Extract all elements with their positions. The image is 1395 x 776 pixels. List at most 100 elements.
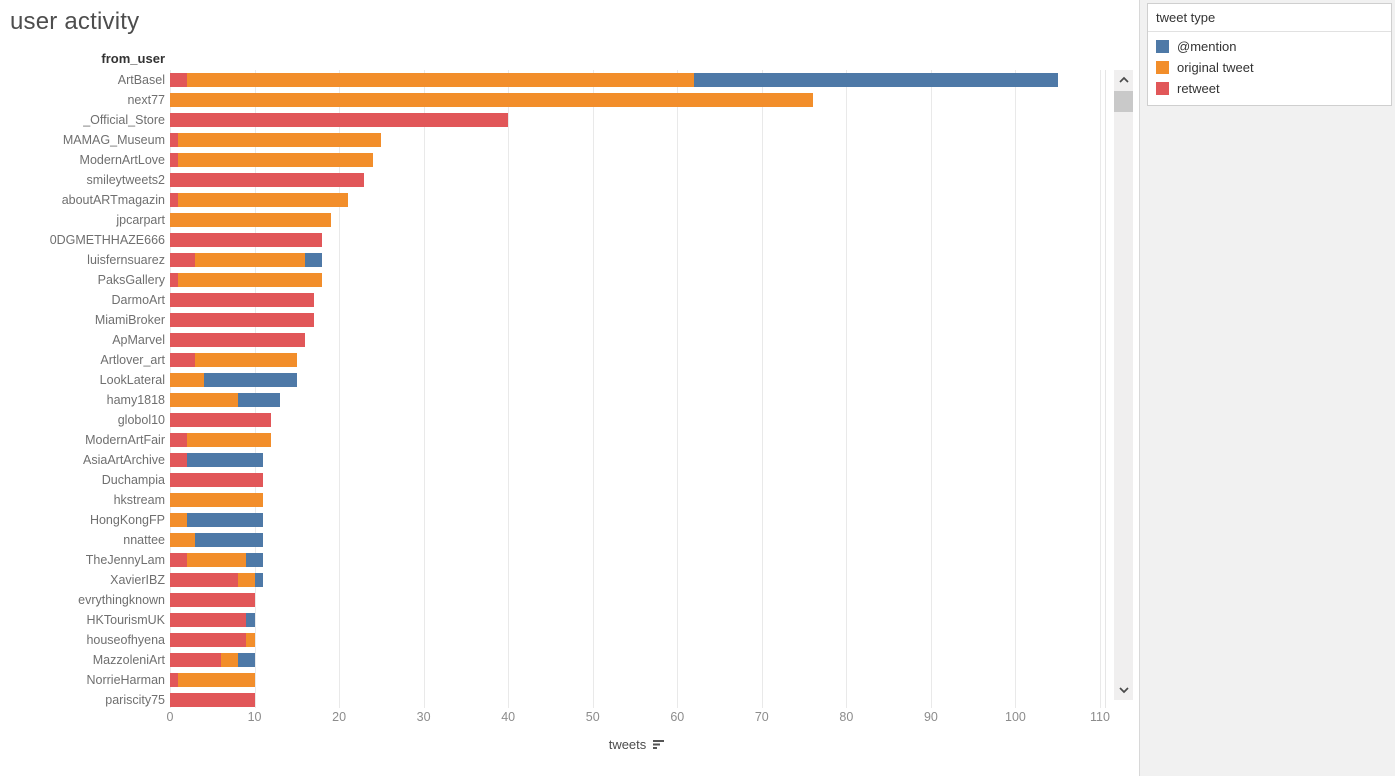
bar-segment-retweet[interactable] xyxy=(170,553,187,567)
row-label[interactable]: AsiaArtArchive xyxy=(83,453,165,467)
legend-item-retweet[interactable]: retweet xyxy=(1148,78,1391,99)
bar-segment-retweet[interactable] xyxy=(170,473,263,487)
scrollbar-thumb[interactable] xyxy=(1114,91,1133,112)
bar-segment-retweet[interactable] xyxy=(170,693,255,707)
bar-segment-original-tweet[interactable] xyxy=(186,553,247,567)
scroll-down-button[interactable] xyxy=(1114,680,1133,700)
row-label[interactable]: XavierIBZ xyxy=(110,573,165,587)
bar-segment-original-tweet[interactable] xyxy=(170,533,196,547)
bar-segment-retweet[interactable] xyxy=(170,193,179,207)
bar-segment-retweet[interactable] xyxy=(170,133,179,147)
bar-segment-retweet[interactable] xyxy=(170,453,187,467)
bar-segment-mention[interactable] xyxy=(195,533,263,547)
bar-segment-retweet[interactable] xyxy=(170,273,179,287)
row-label[interactable]: 0DGMETHHAZE666 xyxy=(49,233,165,247)
row-label[interactable]: hkstream xyxy=(113,493,165,507)
bar-segment-retweet[interactable] xyxy=(170,593,255,607)
bar-segment-original-tweet[interactable] xyxy=(170,393,238,407)
chevron-up-icon xyxy=(1118,76,1129,83)
bar-segment-original-tweet[interactable] xyxy=(195,353,297,367)
bar-segment-mention[interactable] xyxy=(246,613,255,627)
sort-descending-icon[interactable] xyxy=(653,739,666,750)
bar-segment-mention[interactable] xyxy=(246,553,263,567)
bar-segment-mention[interactable] xyxy=(237,653,255,667)
bar-segment-retweet[interactable] xyxy=(170,73,187,87)
row-label[interactable]: nnattee xyxy=(123,533,165,547)
bar-segment-original-tweet[interactable] xyxy=(178,153,373,167)
row-label[interactable]: Duchampia xyxy=(101,473,165,487)
bar-segment-retweet[interactable] xyxy=(170,573,238,587)
bar-segment-original-tweet[interactable] xyxy=(170,513,187,527)
bar-segment-original-tweet[interactable] xyxy=(178,673,255,687)
bar-row: nnattee xyxy=(0,530,1110,550)
row-label[interactable]: MiamiBroker xyxy=(94,313,165,327)
bar-segment-original-tweet[interactable] xyxy=(195,253,306,267)
bar-segment-retweet[interactable] xyxy=(170,153,179,167)
bar-segment-mention[interactable] xyxy=(694,73,1058,87)
bar-segment-original-tweet[interactable] xyxy=(178,193,348,207)
row-label[interactable]: evrythingknown xyxy=(78,593,165,607)
legend-item-original-tweet[interactable]: original tweet xyxy=(1148,57,1391,78)
bar-segment-original-tweet[interactable] xyxy=(178,133,382,147)
row-label[interactable]: pariscity75 xyxy=(105,693,165,707)
bar-segment-mention[interactable] xyxy=(186,513,263,527)
row-label[interactable]: Artlover_art xyxy=(100,353,165,367)
scroll-up-button[interactable] xyxy=(1114,70,1133,90)
row-label[interactable]: smileytweets2 xyxy=(86,173,166,187)
row-label[interactable]: next77 xyxy=(127,93,165,107)
bar-segment-retweet[interactable] xyxy=(170,233,323,247)
row-label[interactable]: TheJennyLam xyxy=(85,553,165,567)
row-label[interactable]: PaksGallery xyxy=(97,273,165,287)
bar-segment-retweet[interactable] xyxy=(170,313,314,327)
row-label[interactable]: hamy1818 xyxy=(106,393,165,407)
bar-segment-mention[interactable] xyxy=(203,373,297,387)
bar-segment-retweet[interactable] xyxy=(170,433,187,447)
row-label[interactable]: _Official_Store xyxy=(83,113,165,127)
row-label[interactable]: globol10 xyxy=(117,413,165,427)
bar-segment-original-tweet[interactable] xyxy=(186,433,272,447)
legend-item-mention[interactable]: @mention xyxy=(1148,36,1391,57)
bar-segment-retweet[interactable] xyxy=(170,173,365,187)
bar-segment-retweet[interactable] xyxy=(170,613,247,627)
bar-segment-retweet[interactable] xyxy=(170,633,247,647)
row-label[interactable]: DarmoArt xyxy=(111,293,165,307)
bar-segment-retweet[interactable] xyxy=(170,353,196,367)
row-label[interactable]: MAMAG_Museum xyxy=(62,133,165,147)
bar-segment-original-tweet[interactable] xyxy=(170,213,331,227)
bar-segment-retweet[interactable] xyxy=(170,253,196,267)
row-label[interactable]: houseofhyena xyxy=(86,633,165,647)
row-label[interactable]: NorrieHarman xyxy=(86,673,166,687)
row-label[interactable]: jpcarpart xyxy=(116,213,165,227)
bar-segment-mention[interactable] xyxy=(237,393,280,407)
row-label[interactable]: HKTourismUK xyxy=(86,613,166,627)
bar-segment-original-tweet[interactable] xyxy=(178,273,323,287)
bar-segment-retweet[interactable] xyxy=(170,413,272,427)
bar-segment-original-tweet[interactable] xyxy=(220,653,238,667)
bar-segment-retweet[interactable] xyxy=(170,113,509,127)
bar-segment-original-tweet[interactable] xyxy=(170,493,263,507)
bar-segment-mention[interactable] xyxy=(254,573,263,587)
bar-segment-retweet[interactable] xyxy=(170,333,306,347)
bar-segment-mention[interactable] xyxy=(186,453,263,467)
bar-segment-mention[interactable] xyxy=(305,253,323,267)
bar-segment-original-tweet[interactable] xyxy=(237,573,255,587)
chart-title: user activity xyxy=(10,8,140,35)
row-label[interactable]: HongKongFP xyxy=(89,513,165,527)
bar-segment-original-tweet[interactable] xyxy=(170,93,813,107)
bar-segment-retweet[interactable] xyxy=(170,653,221,667)
row-label[interactable]: ArtBasel xyxy=(117,73,165,87)
bar-segment-retweet[interactable] xyxy=(170,673,179,687)
row-label[interactable]: MazzoleniArt xyxy=(92,653,165,667)
row-label[interactable]: ApMarvel xyxy=(112,333,165,347)
bar-segment-original-tweet[interactable] xyxy=(246,633,255,647)
row-label[interactable]: LookLateral xyxy=(99,373,165,387)
vertical-scrollbar[interactable] xyxy=(1114,70,1133,700)
row-label[interactable]: aboutARTmagazin xyxy=(61,193,165,207)
row-label[interactable]: luisfernsuarez xyxy=(87,253,165,267)
x-tick-label: 90 xyxy=(923,710,938,724)
row-label[interactable]: ModernArtFair xyxy=(85,433,165,447)
row-label[interactable]: ModernArtLove xyxy=(79,153,165,167)
bar-segment-original-tweet[interactable] xyxy=(186,73,695,87)
bar-segment-retweet[interactable] xyxy=(170,293,314,307)
bar-segment-original-tweet[interactable] xyxy=(170,373,204,387)
